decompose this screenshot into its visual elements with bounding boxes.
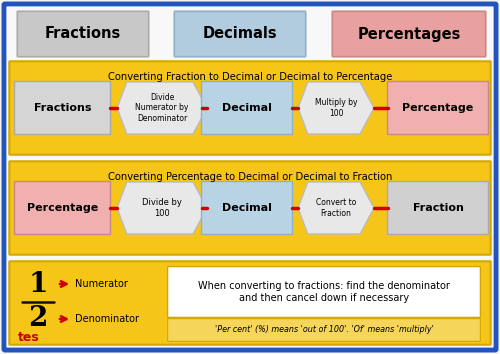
Text: 'Per cent' (%) means 'out of 100'. 'Of' means 'multiply': 'Per cent' (%) means 'out of 100'. 'Of' … [214,325,434,335]
FancyBboxPatch shape [202,182,292,234]
Text: tes: tes [18,331,40,344]
Text: Converting Fraction to Decimal or Decimal to Percentage: Converting Fraction to Decimal or Decima… [108,72,392,82]
Text: Decimal: Decimal [222,203,272,213]
FancyBboxPatch shape [14,81,110,135]
Text: Multiply by
100: Multiply by 100 [315,98,357,118]
FancyBboxPatch shape [168,267,480,318]
Text: Percentage: Percentage [27,203,98,213]
FancyBboxPatch shape [10,261,490,345]
FancyBboxPatch shape [168,319,480,341]
Text: 2: 2 [28,306,48,332]
FancyBboxPatch shape [332,11,486,57]
Text: Divide
Numerator by
Denominator: Divide Numerator by Denominator [136,93,188,123]
Text: Fraction: Fraction [412,203,464,213]
FancyBboxPatch shape [18,11,148,57]
FancyBboxPatch shape [10,161,490,255]
Text: Numerator: Numerator [75,279,128,289]
Text: Decimals: Decimals [202,27,278,41]
Polygon shape [298,182,374,234]
Text: When converting to fractions: find the denominator
and then cancel down if neces: When converting to fractions: find the d… [198,281,450,303]
Text: Denominator: Denominator [75,314,139,324]
Text: Fractions: Fractions [34,103,91,113]
Text: Percentage: Percentage [402,103,473,113]
Text: Divide by
100: Divide by 100 [142,198,182,218]
FancyBboxPatch shape [10,61,490,155]
Polygon shape [298,82,374,134]
Text: Converting Percentage to Decimal or Decimal to Fraction: Converting Percentage to Decimal or Deci… [108,172,392,182]
Text: Convert to
Fraction: Convert to Fraction [316,198,356,218]
FancyBboxPatch shape [388,182,488,234]
Polygon shape [117,82,207,134]
Text: Percentages: Percentages [358,27,461,41]
Text: 1: 1 [28,270,48,297]
FancyBboxPatch shape [174,11,306,57]
FancyBboxPatch shape [202,81,292,135]
Polygon shape [117,182,207,234]
FancyBboxPatch shape [14,182,110,234]
Text: Decimal: Decimal [222,103,272,113]
FancyBboxPatch shape [388,81,488,135]
Text: Fractions: Fractions [45,27,121,41]
FancyBboxPatch shape [4,4,496,350]
